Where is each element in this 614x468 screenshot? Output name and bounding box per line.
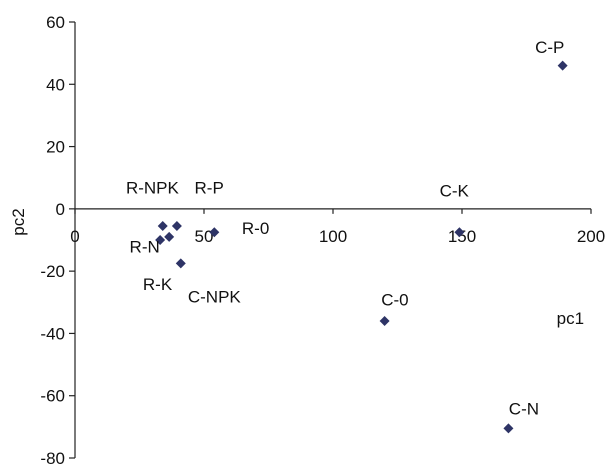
data-point <box>379 315 390 326</box>
data-point <box>175 258 186 269</box>
x-tick-label: 100 <box>319 227 347 246</box>
data-point <box>209 227 220 238</box>
point-label: C-N <box>509 399 539 418</box>
y-tick-label: 0 <box>56 200 65 219</box>
point-label: R-K <box>143 275 173 294</box>
point-label: C-0 <box>381 290 408 309</box>
point-label: R-0 <box>242 219 269 238</box>
y-tick-label: -80 <box>40 449 65 468</box>
y-tick-label: 40 <box>46 75 65 94</box>
data-point <box>155 235 166 245</box>
y-axis-title: pc2 <box>9 208 28 235</box>
point-label: R-NPK <box>126 178 180 197</box>
x-tick-label: 150 <box>448 227 476 246</box>
point-label: R-P <box>195 178 224 197</box>
point-label: C-P <box>535 38 564 57</box>
data-point <box>503 423 514 434</box>
data-point <box>157 220 168 231</box>
x-tick-label: 50 <box>195 227 214 246</box>
point-label: C-K <box>440 181 470 200</box>
y-tick-label: -60 <box>40 387 65 406</box>
y-tick-label: -40 <box>40 324 65 343</box>
point-label: R-N <box>130 237 160 256</box>
y-tick-label: 60 <box>46 13 65 32</box>
x-tick-label: 0 <box>70 227 79 246</box>
data-point <box>557 60 568 71</box>
y-tick-label: 20 <box>46 138 65 157</box>
x-tick-label: 200 <box>577 227 605 246</box>
data-point <box>454 227 465 238</box>
point-label: pc1 <box>557 309 584 328</box>
y-tick-label: -20 <box>40 262 65 281</box>
point-label: C-NPK <box>188 287 242 306</box>
data-point <box>171 220 182 231</box>
data-point <box>164 231 175 242</box>
